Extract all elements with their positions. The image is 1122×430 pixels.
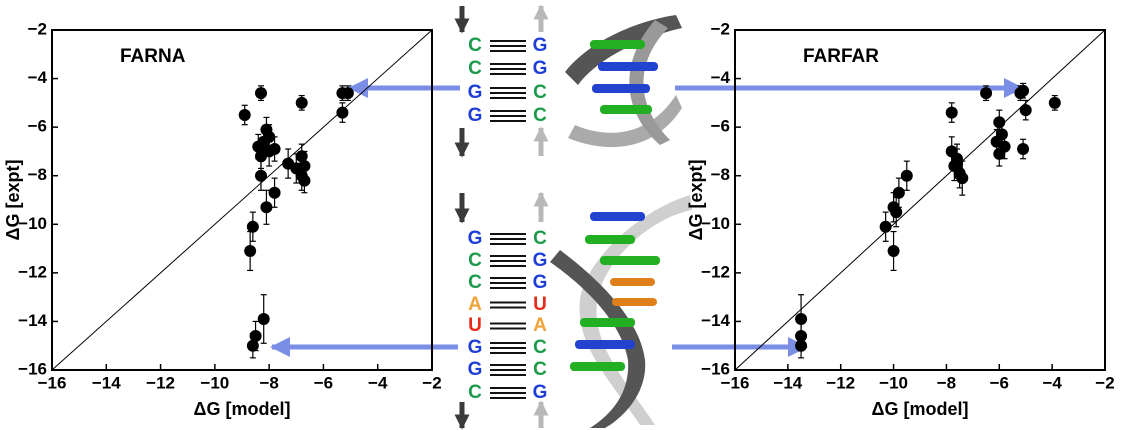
page: {"chart_data": [ {"type": "scatter", "an… [0, 0, 1122, 430]
x-tick-label: −10 [200, 373, 229, 392]
x-tick-label: −4 [368, 373, 388, 392]
base-letter: C [533, 105, 547, 126]
base-letter: G [468, 82, 483, 103]
base-letter: C [468, 382, 482, 403]
y-tick-label: −16 [18, 359, 47, 378]
base-letter: C [468, 250, 482, 271]
base-letter: G [468, 105, 483, 126]
x-tick-label: −2 [1095, 373, 1114, 392]
base-letter: G [533, 272, 548, 293]
data-point [298, 175, 310, 187]
y-tick-label: −8 [28, 165, 47, 184]
y-tick-label: −2 [711, 19, 730, 38]
y-axis-label: ΔG [expt] [686, 160, 706, 241]
base-letter: G [533, 382, 548, 403]
identity-line [52, 30, 432, 370]
data-point [946, 107, 958, 119]
y-tick-label: −2 [28, 19, 47, 38]
data-point [296, 97, 308, 109]
y-tick-label: −6 [711, 117, 730, 136]
y-axis-label: ΔG [expt] [3, 160, 23, 241]
x-axis-label: ΔG [model] [872, 399, 969, 419]
base-letter: A [533, 315, 547, 336]
data-point [244, 245, 256, 257]
data-point [255, 170, 267, 182]
y-tick-label: −14 [701, 311, 730, 330]
data-point [795, 340, 807, 352]
data-point [258, 313, 270, 325]
x-tick-label: −2 [422, 373, 441, 392]
y-tick-label: −8 [711, 165, 730, 184]
x-tick-label: −6 [314, 373, 333, 392]
base-letter: C [468, 272, 482, 293]
identity-line [735, 30, 1105, 370]
panel-annotation: FARNA [120, 46, 186, 67]
data-point [880, 221, 892, 233]
data-point [1049, 97, 1061, 109]
base-letter: C [533, 228, 547, 249]
base-letter: C [468, 58, 482, 79]
base-letter: G [533, 58, 548, 79]
data-point [247, 221, 259, 233]
base-letter: G [533, 250, 548, 271]
base-letter: C [533, 82, 547, 103]
data-point [1020, 104, 1032, 116]
data-point [336, 107, 348, 119]
base-letter: U [533, 294, 547, 315]
panel-annotation: FARFAR [803, 46, 879, 67]
data-point [888, 245, 900, 257]
y-tick-label: −12 [701, 262, 730, 281]
data-point [993, 148, 1005, 160]
base-letter: G [533, 35, 548, 56]
figure: −16 −14 −12 −10 −8 −6 −4 −2 −16 −14 −12 −10 −8 −6 −4 −2… [0, 0, 1122, 430]
x-tick-label: −4 [1042, 373, 1062, 392]
base-letter: C [468, 35, 482, 56]
x-tick-label: −10 [879, 373, 908, 392]
helix-structure-large [550, 195, 692, 428]
helix-structure-small [565, 15, 682, 147]
data-point [239, 109, 251, 121]
base-letter: G [468, 228, 483, 249]
x-axis-label: ΔG [model] [194, 399, 291, 419]
data-point [890, 206, 902, 218]
data-point [1017, 143, 1029, 155]
data-point [342, 87, 354, 99]
data-point [260, 201, 272, 213]
y-tick-label: −12 [18, 262, 47, 281]
x-tick-label: −14 [773, 373, 802, 392]
y-tick-label: −14 [18, 311, 47, 330]
x-tick-label: −8 [259, 373, 278, 392]
x-tick-label: −14 [92, 373, 121, 392]
data-point [980, 87, 992, 99]
data-point [951, 158, 963, 170]
x-tick-label: −8 [937, 373, 956, 392]
data-point [269, 187, 281, 199]
base-letter: G [468, 359, 483, 380]
base-letter: G [468, 337, 483, 358]
y-tick-label: −6 [28, 117, 47, 136]
data-point [269, 143, 281, 155]
data-point [255, 150, 267, 162]
y-tick-label: −4 [28, 68, 48, 87]
data-point [255, 87, 267, 99]
x-tick-label: −6 [990, 373, 1009, 392]
y-tick-label: −16 [701, 359, 730, 378]
x-tick-label: −12 [146, 373, 175, 392]
data-point [1017, 85, 1029, 97]
data-point [901, 170, 913, 182]
base-letter: U [468, 315, 482, 336]
x-tick-label: −12 [826, 373, 855, 392]
y-tick-label: −4 [711, 68, 731, 87]
data-point [247, 340, 259, 352]
base-letter: C [533, 337, 547, 358]
base-letter: A [468, 294, 482, 315]
base-letter: C [533, 359, 547, 380]
